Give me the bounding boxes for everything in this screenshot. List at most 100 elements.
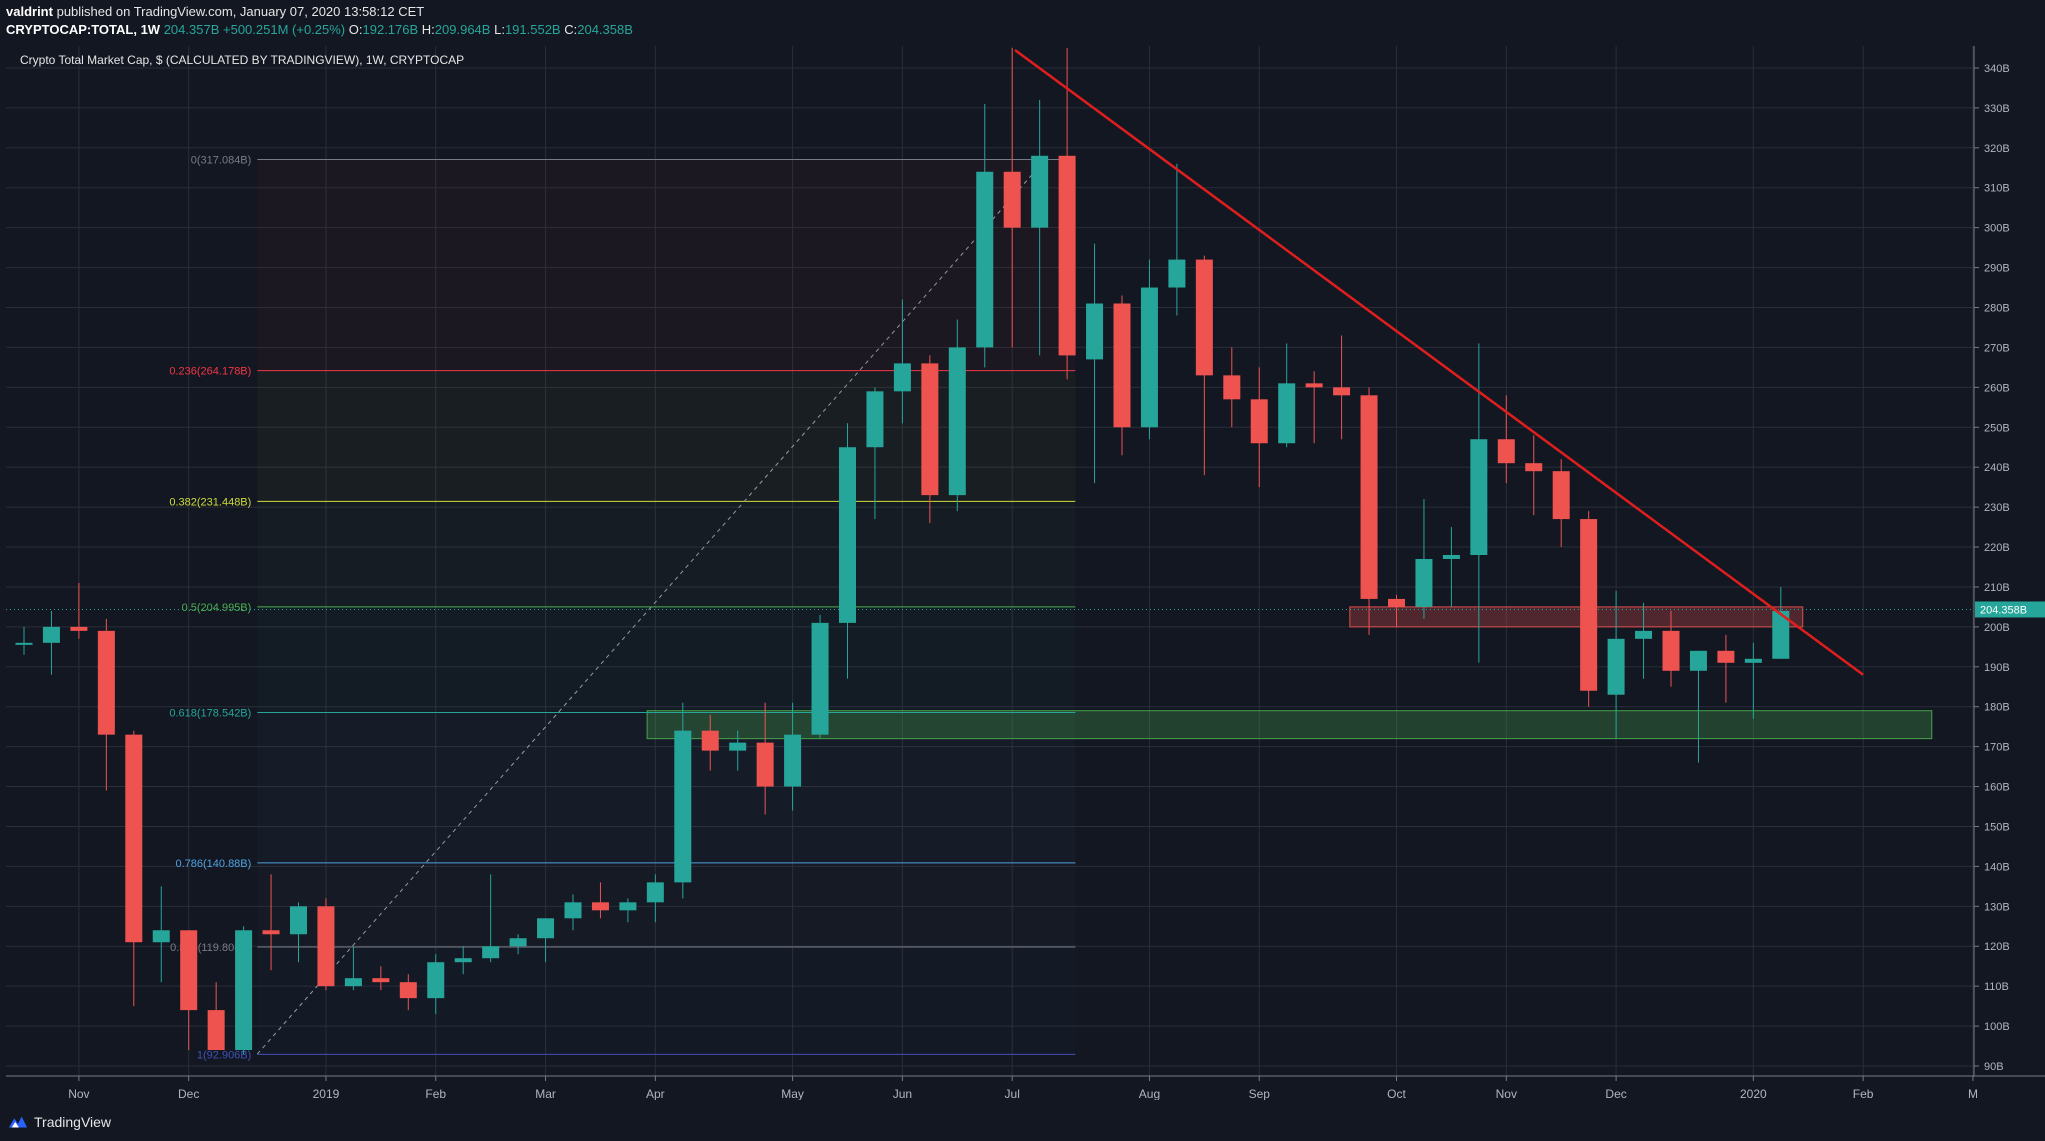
candle-up[interactable] [1168, 259, 1186, 288]
candle-down[interactable] [1305, 383, 1323, 388]
low-label: L: [494, 22, 505, 37]
candle-up[interactable] [839, 447, 856, 623]
fib-level-label: 0.382(231.448B) [169, 496, 251, 508]
candle-up[interactable] [1086, 303, 1104, 360]
candle-down[interactable] [1662, 630, 1680, 671]
candle-down[interactable] [372, 978, 390, 983]
candle-up[interactable] [811, 622, 829, 735]
fib-level-label: 0(317.084B) [191, 154, 252, 166]
candle-up[interactable] [1635, 630, 1653, 639]
last-price-badge [1975, 601, 2045, 618]
candle-up[interactable] [509, 938, 527, 947]
candle-up[interactable] [454, 958, 472, 963]
candle-down[interactable] [756, 742, 774, 787]
y-tick-label: 210B [1984, 582, 2010, 594]
candle-down[interactable] [399, 982, 417, 999]
fib-band [257, 607, 1075, 713]
candle-up[interactable] [1442, 555, 1460, 559]
candle-down[interactable] [1195, 259, 1213, 376]
y-tick-label: 340B [1984, 63, 2010, 75]
candle-up[interactable] [619, 902, 637, 911]
candle-up[interactable] [152, 930, 170, 943]
candle-up[interactable] [1744, 658, 1762, 663]
candle-up[interactable] [784, 734, 802, 787]
candle-down[interactable] [1058, 155, 1076, 356]
candle-up[interactable] [976, 171, 994, 348]
candle-up[interactable] [1140, 287, 1158, 428]
candle-down[interactable] [1525, 463, 1543, 472]
y-tick-label: 100B [1984, 1021, 2010, 1033]
y-tick-label: 180B [1984, 702, 2010, 714]
red-zone [1349, 606, 1804, 628]
candle-up[interactable] [729, 742, 747, 751]
candle-down[interactable] [1580, 519, 1598, 691]
resistance-trendline[interactable] [1014, 48, 1864, 676]
x-tick-label: Oct [1387, 1087, 1406, 1100]
candle-down[interactable] [1003, 171, 1021, 228]
candle-up[interactable] [1772, 610, 1790, 659]
y-tick-label: 90B [1984, 1061, 2004, 1073]
candle-down[interactable] [1497, 439, 1515, 464]
candle-up[interactable] [1415, 559, 1433, 607]
x-tick-label: Jun [893, 1087, 912, 1100]
y-tick-label: 320B [1984, 143, 2010, 155]
author-name[interactable]: valdrint [6, 4, 53, 19]
candle-down[interactable] [591, 902, 609, 911]
candle-up[interactable] [1031, 155, 1049, 228]
footer: TradingView [0, 1100, 2045, 1141]
candle-down[interactable] [70, 626, 88, 631]
y-tick-label: 150B [1984, 821, 2010, 833]
candle-down[interactable] [1717, 650, 1735, 663]
y-tick-label: 110B [1984, 981, 2009, 993]
candle-up[interactable] [427, 962, 445, 999]
candle-down[interactable] [262, 930, 280, 935]
candle-up[interactable] [674, 730, 692, 883]
candle-up[interactable] [235, 930, 253, 1051]
candle-up[interactable] [1470, 439, 1488, 556]
candle-down[interactable] [97, 630, 115, 735]
candle-up[interactable] [948, 347, 966, 496]
y-tick-label: 270B [1984, 342, 2010, 354]
candle-down[interactable] [1552, 471, 1570, 520]
y-tick-label: 250B [1984, 422, 2010, 434]
candle-up[interactable] [866, 391, 884, 448]
close-label: C: [564, 22, 578, 37]
candle-down[interactable] [1360, 395, 1378, 599]
candle-down[interactable] [207, 1010, 225, 1051]
last-price-label: 204.358B [1980, 604, 2027, 616]
candle-down[interactable] [1223, 375, 1241, 400]
x-tick-label: May [781, 1087, 804, 1100]
y-tick-label: 200B [1984, 622, 2010, 634]
open-value: 192.176B [362, 22, 419, 37]
x-tick-label: Dec [1605, 1087, 1626, 1100]
candle-down[interactable] [1250, 399, 1268, 444]
candle-up[interactable] [290, 906, 307, 935]
candle-up[interactable] [15, 642, 33, 645]
chart-area[interactable]: 90B 100B 110B 120B 130B 140B 150B 160B 170B 180B 1… [6, 46, 2045, 1100]
candle-down[interactable] [317, 906, 335, 987]
candle-up[interactable] [646, 882, 664, 903]
candle-down[interactable] [1388, 598, 1405, 607]
ohlc-legend: CRYPTOCAP:TOTAL, 1W 204.357B +500.251M (… [6, 22, 633, 37]
candle-up[interactable] [1689, 650, 1707, 671]
candle-up[interactable] [1607, 638, 1625, 695]
candle-up[interactable] [564, 902, 582, 919]
candle-down[interactable] [1333, 387, 1351, 396]
candle-up[interactable] [537, 918, 555, 939]
candle-up[interactable] [344, 978, 362, 987]
candle-up[interactable] [42, 626, 60, 643]
fib-level-label: 0.618(178.542B) [169, 708, 251, 720]
tradingview-brand[interactable]: TradingView [8, 1114, 111, 1130]
candle-up[interactable] [893, 363, 911, 392]
x-tick-label: M [1968, 1087, 1978, 1100]
x-tick-label: Dec [178, 1087, 199, 1100]
x-tick-label: Sep [1249, 1087, 1271, 1100]
candle-down[interactable] [180, 930, 198, 1011]
candle-down[interactable] [125, 734, 143, 943]
candlestick-chart[interactable]: 90B 100B 110B 120B 130B 140B 150B 160B 170B 180B 1… [6, 46, 2045, 1100]
candle-up[interactable] [1278, 383, 1296, 444]
candle-down[interactable] [701, 730, 719, 751]
candle-down[interactable] [921, 363, 939, 496]
candle-down[interactable] [1113, 303, 1131, 428]
candle-up[interactable] [482, 946, 500, 959]
